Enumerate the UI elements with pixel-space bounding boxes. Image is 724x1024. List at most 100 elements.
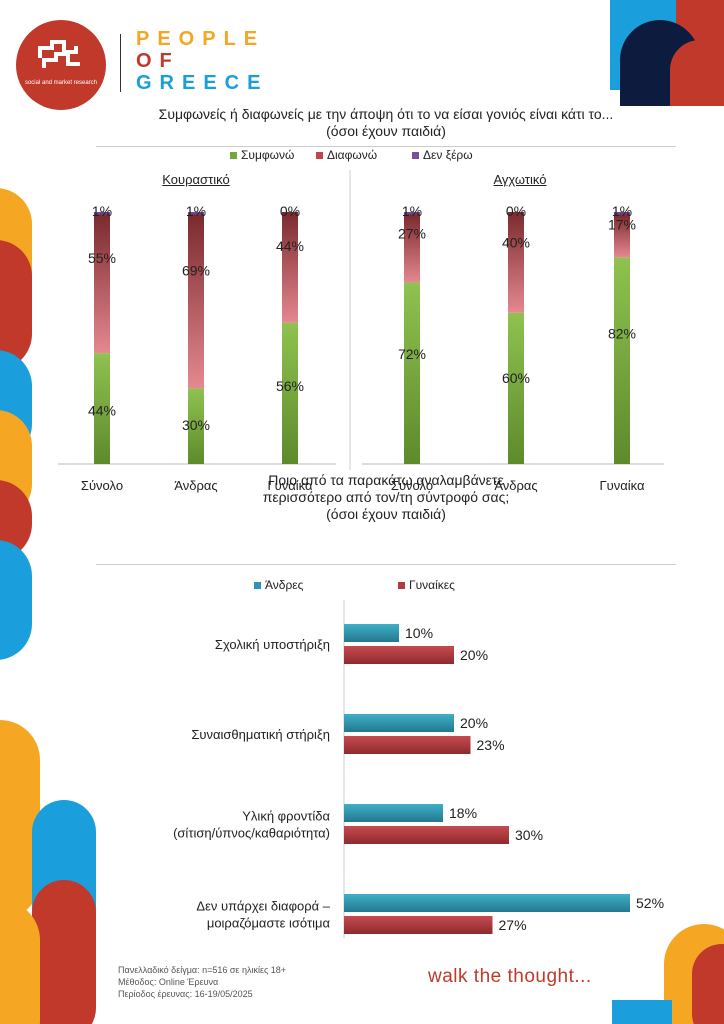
legend-label-dont-know: Δεν ξέρω bbox=[423, 148, 473, 162]
hbar-category-3-0: Δεν υπάρχει διαφορά – bbox=[196, 899, 330, 914]
bar-label-0-2-0: 56% bbox=[276, 378, 304, 394]
hbar-category-2-1: (σίτιση/ύπνος/καθαριότητα) bbox=[173, 826, 330, 841]
bar-label-0-0-1: 55% bbox=[88, 250, 116, 266]
bar-label-1-1-1: 40% bbox=[502, 234, 530, 250]
bar-label-1-0-0: 72% bbox=[398, 346, 426, 362]
hbar-label-3-0: 52% bbox=[636, 895, 664, 911]
category-label-0-0: Σύνολο bbox=[81, 478, 123, 493]
category-label-1-0: Σύνολο bbox=[391, 478, 433, 493]
panel-title-tiring: Κουραστικό bbox=[162, 172, 230, 187]
footer-methodology: Πανελλαδικό δείγμα: n=516 σε ηλικίες 18+… bbox=[118, 964, 286, 1000]
bar-segment-0-1-0 bbox=[188, 388, 204, 464]
chart2-title-line-2: περισσότερο από τον/τη σύντροφό σας; bbox=[262, 489, 510, 505]
brand-separator bbox=[120, 34, 121, 92]
deco-pill-red-3 bbox=[32, 880, 96, 1024]
bar-label-0-0-2: 1% bbox=[92, 203, 112, 219]
brand-name-line-3: GREECE bbox=[136, 72, 269, 94]
bar-segment-0-1-2 bbox=[188, 212, 204, 215]
chart1-legend-dont-know: Δεν ξέρω bbox=[412, 148, 473, 162]
hbar-1-1 bbox=[344, 736, 471, 754]
tagline: walk the thought... bbox=[428, 966, 592, 987]
bar-label-0-2-2: 0% bbox=[280, 203, 300, 219]
legend-swatch-men bbox=[254, 581, 261, 589]
bar-label-1-2-2: 1% bbox=[612, 203, 632, 219]
deco-block-blue-br bbox=[612, 1000, 672, 1024]
bar-label-1-2-0: 82% bbox=[608, 326, 636, 342]
chart1-legend-disagree: Διαφωνώ bbox=[316, 148, 377, 162]
bar-label-0-0-0: 44% bbox=[88, 402, 116, 418]
brand-name-line-1: PEOPLE bbox=[136, 28, 266, 50]
category-label-1-2: Γυναίκα bbox=[599, 478, 645, 493]
deco-pill-red-2 bbox=[0, 480, 32, 560]
legend-label-women: Γυναίκες bbox=[409, 578, 455, 592]
bar-segment-1-1-1 bbox=[508, 212, 524, 313]
bar-label-1-1-2: 0% bbox=[506, 203, 526, 219]
footer-sample: Πανελλαδικό δείγμα: n=516 σε ηλικίες 18+ bbox=[118, 965, 287, 975]
bar-segment-0-2-0 bbox=[282, 322, 298, 464]
chart1-title: Συμφωνείς ή διαφωνείς με την άποψη ότι τ… bbox=[96, 106, 676, 140]
deco-pill-blue-2 bbox=[0, 540, 32, 660]
hbar-category-2-0: Υλική φροντίδα bbox=[242, 809, 330, 824]
bar-label-0-2-1: 44% bbox=[276, 238, 304, 254]
hbar-label-2-0: 18% bbox=[449, 805, 477, 821]
hbar-2-1 bbox=[344, 826, 509, 844]
title-divider bbox=[96, 146, 676, 147]
bar-segment-1-2-2 bbox=[614, 212, 630, 215]
bar-label-0-1-1: 69% bbox=[182, 262, 210, 278]
category-label-0-1: Άνδρας bbox=[174, 478, 217, 493]
footer-period: Περίοδος έρευνας: 16-19/05/2025 bbox=[118, 989, 253, 999]
chart2-legend-men: Άνδρες bbox=[254, 578, 303, 592]
chart2-legend-women: Γυναίκες bbox=[398, 578, 455, 592]
legend-swatch-disagree bbox=[316, 151, 323, 159]
legend-swatch-agree bbox=[230, 151, 237, 159]
hbar-category-1-0: Συναισθηματική στήριξη bbox=[191, 727, 330, 742]
category-label-0-2: Γυναίκα bbox=[267, 478, 313, 493]
bar-segment-1-2-1 bbox=[614, 214, 630, 258]
bar-segment-0-0-1 bbox=[94, 214, 110, 354]
horizontal-bar-chart: 10% 20% Σχολική υποστήριξη 20% 23% Συναισθημα… bbox=[173, 600, 664, 938]
deco-pill-orange-3 bbox=[0, 720, 40, 920]
bar-label-1-0-1: 27% bbox=[398, 225, 426, 241]
stacked-bar-charts: 44% 55% 1% Σύνολο 30% 69% 1% Άνδρας 56% 44% 0% Γυνα… bbox=[58, 170, 664, 493]
bar-label-0-1-2: 1% bbox=[186, 203, 206, 219]
legend-label-agree: Συμφωνώ bbox=[241, 148, 295, 162]
brand-logo-subtext: social and market research bbox=[24, 80, 98, 86]
hbar-label-1-1: 23% bbox=[477, 737, 505, 753]
hbar-1-0 bbox=[344, 714, 454, 732]
hbar-label-0-1: 20% bbox=[460, 647, 488, 663]
hbar-0-0 bbox=[344, 624, 399, 642]
bar-segment-1-0-0 bbox=[404, 282, 420, 464]
title-divider-2 bbox=[96, 564, 676, 565]
bar-segment-0-0-2 bbox=[94, 212, 110, 215]
deco-pill-red-1 bbox=[0, 240, 32, 370]
chart1-title-line-1: Συμφωνείς ή διαφωνείς με την άποψη ότι τ… bbox=[158, 106, 614, 122]
panel-title-stressful: Αγχωτικό bbox=[493, 172, 547, 187]
bar-segment-0-1-1 bbox=[188, 214, 204, 389]
hbar-label-1-0: 20% bbox=[460, 715, 488, 731]
deco-drop-red-tr bbox=[670, 40, 724, 106]
legend-label-men: Άνδρες bbox=[265, 578, 304, 592]
bar-segment-0-2-1 bbox=[282, 212, 298, 323]
hbar-category-3-1: μοιραζόμαστε ισότιμα bbox=[207, 916, 331, 931]
deco-pill-orange-4 bbox=[0, 900, 40, 1024]
brand-logo-mark bbox=[38, 40, 80, 68]
legend-swatch-women bbox=[398, 581, 405, 589]
brand-logo: social and market research bbox=[16, 20, 106, 110]
legend-swatch-dont-know bbox=[412, 151, 419, 159]
bar-segment-1-1-0 bbox=[508, 312, 524, 464]
hbar-0-1 bbox=[344, 646, 454, 664]
chart2-title-line-1: Ποιο από τα παρακάτω αναλαμβάνετε bbox=[268, 472, 504, 488]
hbar-2-0 bbox=[344, 804, 443, 822]
hbar-label-0-0: 10% bbox=[405, 625, 433, 641]
bar-label-1-1-0: 60% bbox=[502, 370, 530, 386]
bar-segment-1-2-0 bbox=[614, 257, 630, 464]
bar-segment-1-0-1 bbox=[404, 214, 420, 283]
chart2-title: Ποιο από τα παρακάτω αναλαμβάνετε περισσ… bbox=[96, 472, 676, 523]
chart1-legend-agree: Συμφωνώ bbox=[230, 148, 294, 162]
bar-segment-0-0-0 bbox=[94, 353, 110, 464]
brand-name-line-2: OF bbox=[136, 50, 180, 72]
legend-label-disagree: Διαφωνώ bbox=[327, 148, 378, 162]
chart2-title-line-3: (όσοι έχουν παιδιά) bbox=[326, 506, 446, 522]
category-label-1-1: Άνδρας bbox=[494, 478, 537, 493]
